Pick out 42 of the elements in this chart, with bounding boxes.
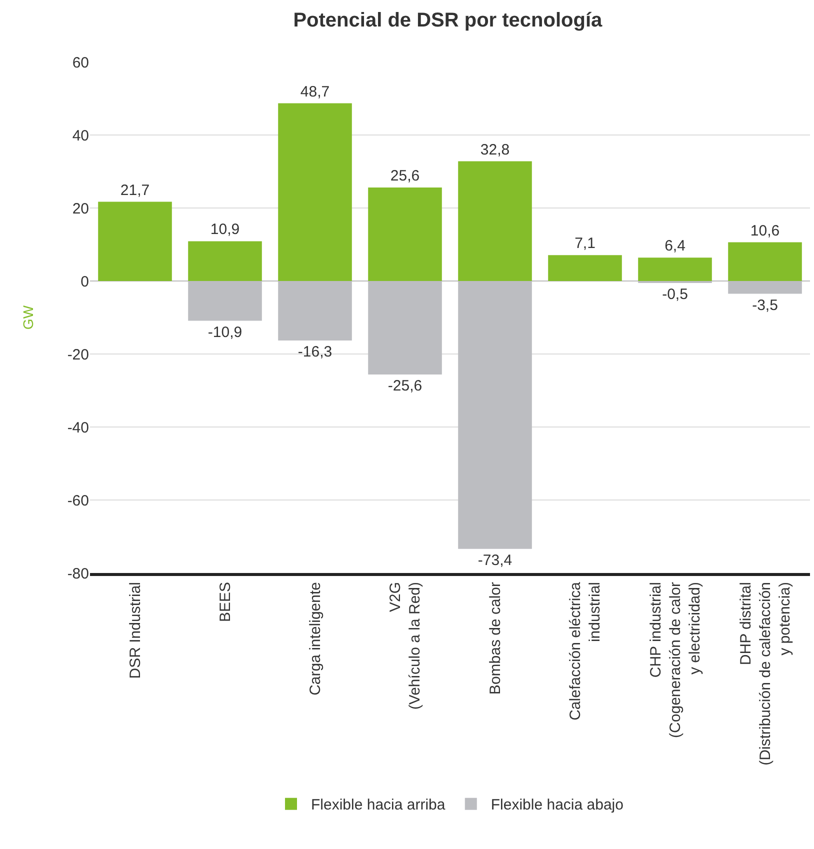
legend-label: Flexible hacia abajo bbox=[490, 796, 624, 814]
x-tick-label: V2G (Vehículo a la Red) bbox=[387, 582, 424, 710]
y-tick-label: -60 bbox=[67, 492, 89, 510]
x-tick-label: Calefacción eléctrica industrial bbox=[567, 581, 604, 720]
x-tick-label: DSR Industrial bbox=[126, 582, 144, 679]
bar bbox=[278, 103, 352, 281]
data-label: 25,6 bbox=[390, 168, 420, 185]
x-tick-label: DHP distrital (Distribución de calefacción y potencia) bbox=[737, 582, 794, 766]
bar bbox=[98, 202, 172, 281]
data-label: -25,6 bbox=[388, 377, 422, 394]
y-tick-label: 20 bbox=[72, 200, 89, 218]
bar bbox=[638, 258, 712, 281]
data-label: -0,5 bbox=[662, 286, 688, 303]
data-label: -10,9 bbox=[208, 324, 242, 341]
bar bbox=[728, 242, 802, 281]
bar bbox=[458, 161, 532, 281]
data-label: 21,7 bbox=[120, 182, 150, 199]
x-tick-label: Bombas de calor bbox=[486, 582, 504, 695]
x-tick-label: CHP industrial (Cogeneración de calor y electricidad) bbox=[647, 582, 704, 738]
data-label: 10,6 bbox=[750, 222, 780, 240]
data-label: 10,9 bbox=[210, 221, 240, 238]
data-label: 7,1 bbox=[574, 235, 596, 252]
y-tick-label: 40 bbox=[72, 127, 89, 144]
y-axis-title: GW bbox=[20, 304, 36, 330]
x-tick-label: Carga inteligente bbox=[306, 582, 324, 696]
data-label: 32,8 bbox=[480, 141, 510, 158]
chart-title: Potencial de DSR por tecnología bbox=[293, 10, 604, 32]
y-tick-label: 0 bbox=[80, 273, 89, 290]
data-label: -3,5 bbox=[752, 296, 778, 314]
data-label: 6,4 bbox=[664, 238, 686, 255]
data-label: 48,7 bbox=[300, 83, 330, 100]
bar bbox=[548, 255, 622, 281]
data-label: -16,3 bbox=[298, 344, 332, 360]
y-tick-label: -40 bbox=[67, 419, 89, 436]
y-tick-label: 60 bbox=[72, 54, 89, 72]
y-tick-label: -80 bbox=[67, 565, 89, 582]
bar bbox=[188, 241, 262, 281]
bar bbox=[368, 188, 442, 281]
legend-label: Flexible hacia arriba bbox=[311, 796, 446, 814]
y-tick-label: -20 bbox=[67, 346, 89, 364]
x-tick-label: BEES bbox=[216, 582, 234, 622]
data-label: -73,4 bbox=[478, 552, 512, 569]
